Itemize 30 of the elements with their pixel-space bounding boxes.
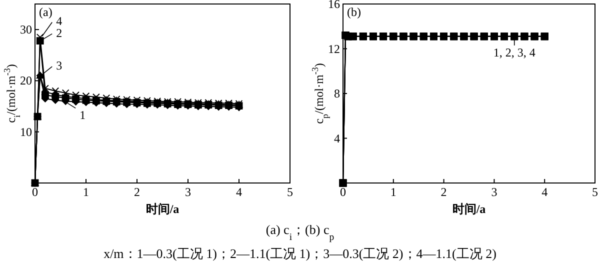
annotation: 3 [56, 58, 62, 73]
annotation: 1 [80, 108, 86, 122]
x-tick-label: 3 [185, 185, 191, 199]
x-tick-label: 1 [390, 185, 396, 199]
annotation: 1, 2, 3, 4 [493, 45, 536, 60]
text: x/m：1—0.3(工况 1)；2—1.1(工况 1)；3—0.3(工况 2)；4—1.1(工况 2) [104, 246, 496, 261]
y-tick-label: 8 [334, 86, 340, 100]
x-tick-label: 4 [542, 185, 548, 199]
x-tick-label: 5 [592, 185, 598, 199]
x-tick-label: 2 [134, 185, 140, 199]
x-axis-title: 时间/a [452, 202, 486, 216]
x-axis-title: 时间/a [146, 202, 180, 216]
y-tick-label: 12 [328, 42, 340, 56]
y-tick-label: 10 [20, 124, 32, 139]
x-tick-label: 1 [83, 185, 89, 199]
y-tick-label: 30 [20, 22, 32, 37]
y-tick-label: 20 [20, 74, 32, 88]
x-tick-label: 0 [340, 185, 346, 199]
x-tick-label: 3 [491, 185, 498, 199]
text: (a) c$_{i}$；(b) c$_{p}$ [266, 222, 334, 242]
x-tick-label: 2 [440, 185, 447, 199]
y-tick-label: 16 [328, 0, 340, 11]
x-tick-label: 5 [287, 185, 293, 199]
chart-title: (b) [347, 5, 361, 19]
y-tick-label: 4 [334, 131, 340, 146]
annotation: 4 [56, 14, 62, 28]
annotation: 2 [56, 26, 62, 40]
x-tick-label: 4 [236, 185, 242, 199]
x-tick-label: 0 [32, 185, 38, 199]
chart-title: (a) [39, 5, 52, 19]
